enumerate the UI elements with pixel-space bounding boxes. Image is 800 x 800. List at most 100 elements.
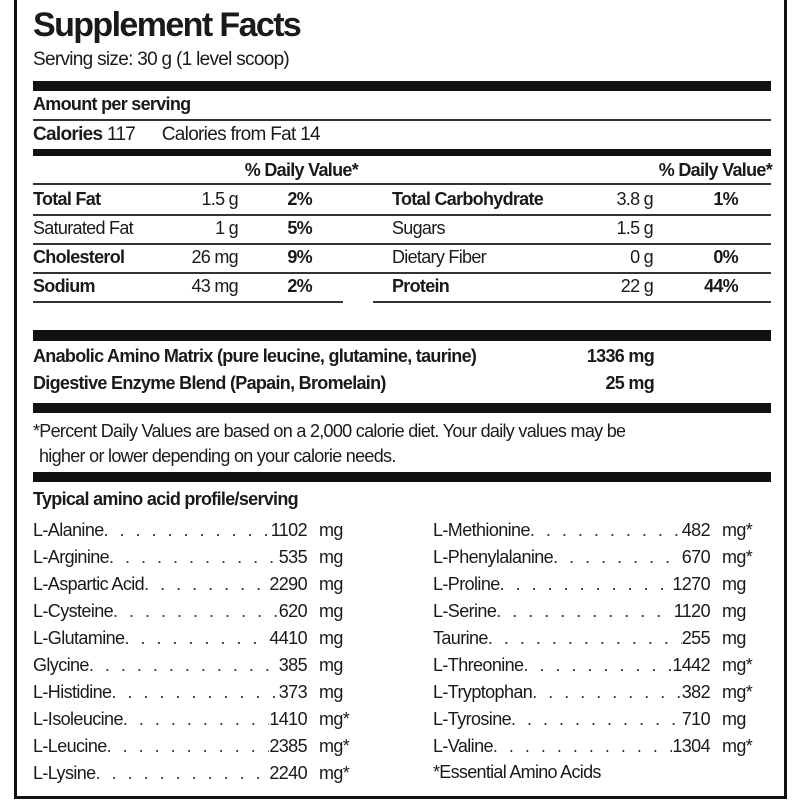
page-title: Supplement Facts bbox=[33, 6, 302, 44]
list-item: Taurine. . . . . . . . . . . . . . . . .… bbox=[433, 628, 766, 650]
amino-unit: mg bbox=[319, 547, 343, 567]
divider bbox=[33, 301, 343, 303]
amino-unit: mg bbox=[722, 574, 746, 594]
amino-value: 385 bbox=[278, 655, 308, 675]
amino-header: Typical amino acid profile/serving bbox=[33, 489, 299, 509]
divider bbox=[33, 301, 771, 303]
dot-leader: . . . . . . . . . . . . . . . . . . . . … bbox=[106, 736, 270, 756]
dot-leader: . . . . . . . . . . . . . . . . . . . . … bbox=[95, 763, 270, 783]
amino-name: L-Lysine bbox=[33, 763, 96, 783]
amino-name: L-Tyrosine bbox=[433, 709, 512, 729]
list-item: L-Tyrosine. . . . . . . . . . . . . . . … bbox=[433, 709, 766, 731]
amino-unit: mg bbox=[722, 601, 746, 621]
list-item: L-Isoleucine. . . . . . . . . . . . . . … bbox=[33, 709, 363, 731]
dot-leader: . . . . . . . . . . . . . . . . . . . . … bbox=[103, 520, 271, 540]
dot-leader: . . . . . . . . . . . . . . . . . . . . … bbox=[122, 709, 269, 729]
list-item: L-Lysine. . . . . . . . . . . . . . . . … bbox=[33, 763, 363, 785]
amino-value: 1102 bbox=[270, 520, 308, 540]
amino-value: 535 bbox=[278, 547, 308, 567]
list-item: L-Threonine. . . . . . . . . . . . . . .… bbox=[433, 655, 766, 677]
amino-name: L-Isoleucine bbox=[33, 709, 123, 729]
dot-leader: . . . . . . . . . . . . . . . . . . . . … bbox=[529, 520, 682, 540]
amino-unit: mg* bbox=[722, 547, 753, 567]
amino-unit: mg* bbox=[722, 520, 753, 540]
amino-unit: mg* bbox=[722, 682, 753, 702]
amino-unit: mg* bbox=[319, 763, 350, 783]
nutrient-dv: 1% bbox=[713, 189, 738, 209]
amino-value: 255 bbox=[681, 628, 711, 648]
nutrient-amount: 1.5 g bbox=[201, 189, 238, 209]
nutrient-dv: 9% bbox=[287, 247, 312, 267]
serving-size: Serving size: 30 g (1 level scoop) bbox=[33, 49, 290, 70]
nutrient-name: Sugars bbox=[392, 218, 446, 238]
amino-value: 1304 bbox=[672, 736, 710, 756]
amino-value: 482 bbox=[681, 520, 711, 540]
list-item: L-Glutamine. . . . . . . . . . . . . . .… bbox=[33, 628, 363, 650]
divider-thick bbox=[33, 149, 771, 156]
list-item: L-Aspartic Acid. . . . . . . . . . . . .… bbox=[33, 574, 363, 596]
amino-unit: mg* bbox=[722, 736, 753, 756]
amino-name: L-Proline bbox=[433, 574, 500, 594]
nutrient-amount: 22 g bbox=[620, 276, 654, 296]
nutrient-name: Dietary Fiber bbox=[392, 247, 487, 267]
dot-leader: . . . . . . . . . . . . . . . . . . . . … bbox=[109, 547, 279, 567]
amino-unit: mg bbox=[319, 601, 343, 621]
divider bbox=[33, 272, 771, 274]
nutrient-name: Cholesterol bbox=[33, 247, 125, 267]
divider-thick bbox=[33, 81, 771, 91]
amino-value: 2240 bbox=[269, 763, 307, 783]
amino-value: 2290 bbox=[269, 574, 307, 594]
dot-leader: . . . . . . . . . . . . . . . . . . . . … bbox=[532, 682, 682, 702]
nutrient-name: Total Carbohydrate bbox=[392, 189, 544, 209]
amino-name: L-Phenylalanine bbox=[433, 547, 554, 567]
amino-name: L-Valine bbox=[433, 736, 494, 756]
nutrient-name: Protein bbox=[392, 276, 450, 296]
blend-row: Digestive Enzyme Blend (Papain, Bromelai… bbox=[33, 374, 386, 392]
dot-leader: . . . . . . . . . . . . . . . . . . . . … bbox=[553, 547, 682, 567]
amino-unit: mg bbox=[319, 682, 343, 702]
amino-name: L-Tryptophan bbox=[433, 682, 533, 702]
dot-leader: . . . . . . . . . . . . . . . . . . . . … bbox=[492, 736, 672, 756]
amino-unit: mg bbox=[319, 520, 343, 540]
amino-value: 1442 bbox=[672, 655, 710, 675]
list-item: L-Leucine. . . . . . . . . . . . . . . .… bbox=[33, 736, 363, 758]
calories-label: Calories bbox=[33, 124, 103, 145]
nutrient-dv: 2% bbox=[287, 276, 312, 296]
dot-leader: . . . . . . . . . . . . . . . . . . . . … bbox=[487, 628, 682, 648]
label-border bbox=[14, 0, 787, 799]
daily-value-header-right: % Daily Value* bbox=[658, 160, 773, 180]
divider-thick bbox=[33, 472, 771, 482]
amino-name: Taurine bbox=[433, 628, 488, 648]
divider bbox=[33, 119, 771, 121]
list-item: L-Alanine. . . . . . . . . . . . . . . .… bbox=[33, 520, 363, 542]
nutrient-dv: 5% bbox=[287, 218, 312, 238]
amino-name: L-Glutamine bbox=[33, 628, 125, 648]
list-item: L-Proline. . . . . . . . . . . . . . . .… bbox=[433, 574, 766, 596]
blend-name: Anabolic Amino Matrix (pure leucine, glu… bbox=[33, 346, 477, 366]
footnote: higher or lower depending on your calori… bbox=[39, 446, 396, 466]
nutrient-amount: 3.8 g bbox=[616, 189, 653, 209]
amino-value: 2385 bbox=[269, 736, 307, 756]
amino-unit: mg bbox=[319, 655, 343, 675]
amino-name: L-Serine bbox=[433, 601, 497, 621]
blend-amount: 1336 mg bbox=[586, 346, 655, 366]
amino-name: Glycine bbox=[33, 655, 89, 675]
blend-amount: 25 mg bbox=[605, 373, 654, 393]
nutrient-name: Total Fat bbox=[33, 189, 101, 209]
nutrient-amount: 1.5 g bbox=[616, 218, 653, 238]
amino-value: 1410 bbox=[269, 709, 307, 729]
row-spacer bbox=[33, 301, 373, 331]
list-item: L-Histidine. . . . . . . . . . . . . . .… bbox=[33, 682, 363, 704]
dot-leader: . . . . . . . . . . . . . . . . . . . . … bbox=[496, 601, 673, 621]
amino-unit: mg* bbox=[722, 655, 753, 675]
nutrient-dv: 44% bbox=[704, 276, 739, 296]
amino-name: L-Arginine bbox=[33, 547, 110, 567]
nutrient-name: Saturated Fat bbox=[33, 218, 134, 238]
amino-name: L-Methionine bbox=[433, 520, 530, 540]
dot-leader: . . . . . . . . . . . . . . . . . . . . … bbox=[144, 574, 269, 594]
dot-leader: . . . . . . . . . . . . . . . . . . . . … bbox=[88, 655, 279, 675]
amino-unit: mg bbox=[722, 628, 746, 648]
divider-thick bbox=[33, 330, 771, 341]
nutrient-amount: 0 g bbox=[630, 247, 654, 267]
footnote: *Percent Daily Values are based on a 2,0… bbox=[33, 421, 626, 441]
